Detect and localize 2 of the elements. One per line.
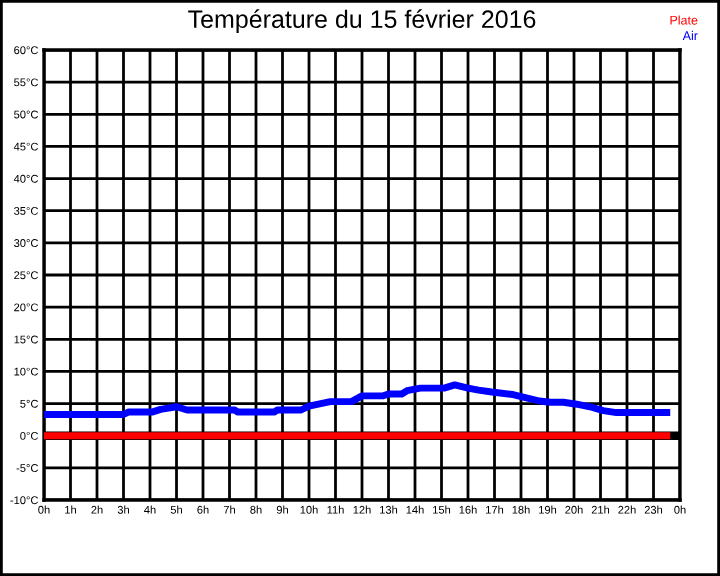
line-series: [44, 381, 671, 418]
chart-title: Température du 15 février 2016: [188, 9, 536, 33]
